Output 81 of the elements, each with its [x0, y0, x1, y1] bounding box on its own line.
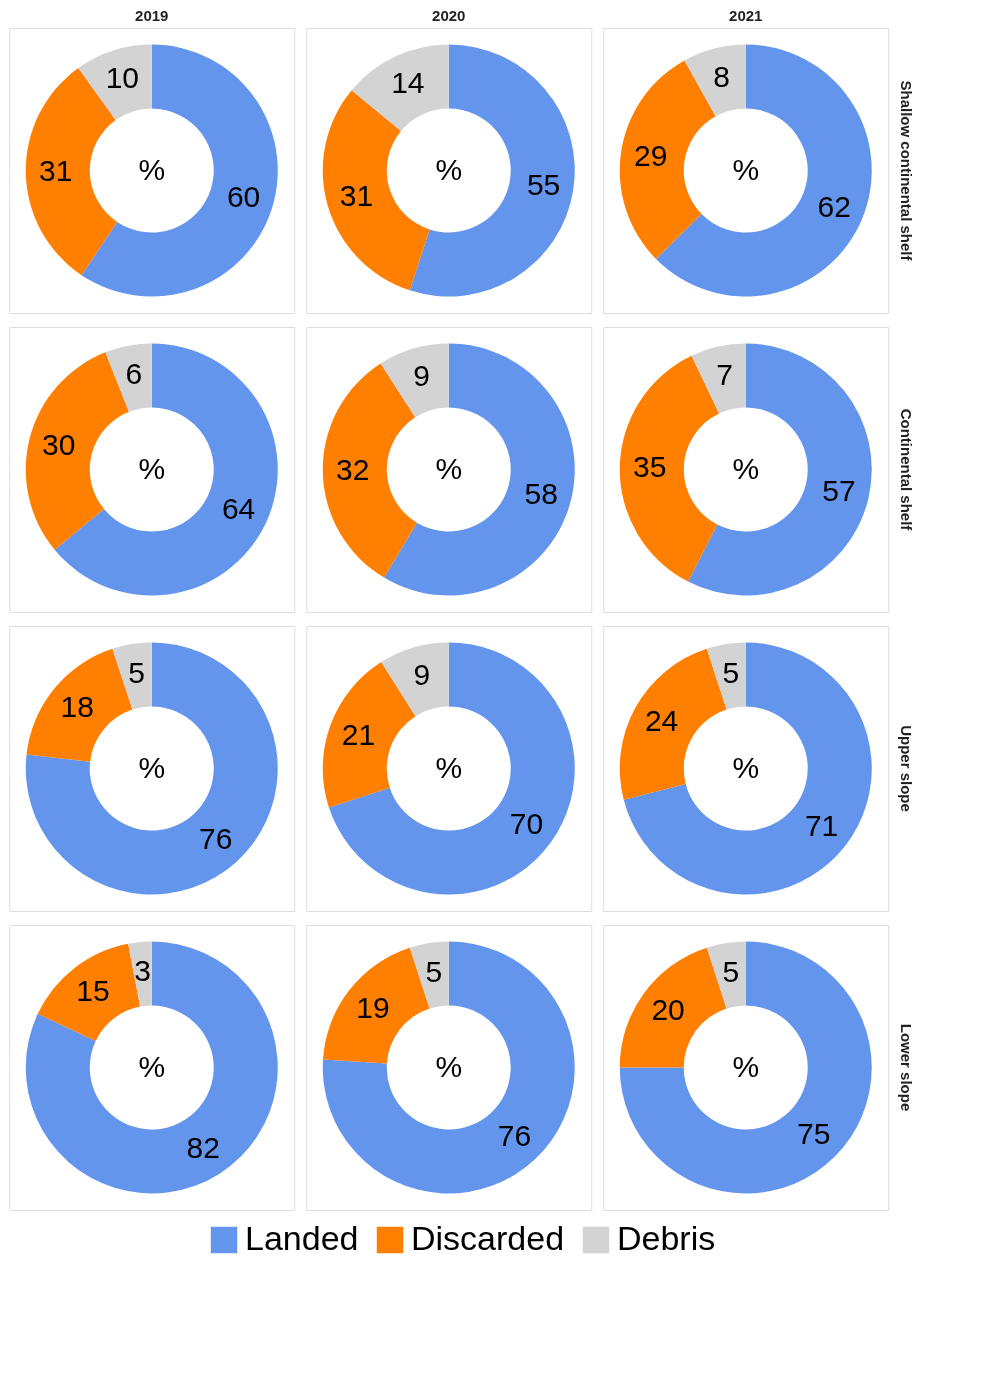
data-label: 5 [722, 655, 740, 689]
data-label: 35 [633, 449, 667, 483]
text: Shallow continental shelf [898, 80, 916, 262]
data-label: 31 [339, 179, 374, 213]
data-label: 6 [125, 357, 143, 391]
data-label: 55 [526, 167, 561, 201]
donut-slice [623, 642, 872, 895]
text: % [138, 451, 166, 485]
chart-title: 2021 [729, 7, 763, 24]
data-label: 29 [634, 138, 668, 172]
data-label: 76 [199, 822, 233, 856]
donut-slice [706, 642, 746, 710]
donut-slice [688, 343, 872, 596]
text: % [435, 1049, 463, 1083]
data-label: 76 [497, 1119, 532, 1153]
donut-slice [328, 642, 575, 895]
text: Upper slope [898, 725, 916, 812]
data-label: 9 [413, 658, 431, 692]
data-label: 64 [221, 492, 256, 526]
donut-slice [81, 44, 278, 297]
data-label: 20 [651, 993, 685, 1027]
donut-slice [105, 343, 152, 412]
text: % [435, 152, 463, 186]
data-label: 30 [42, 427, 76, 461]
donut-slice [25, 642, 278, 895]
donut-slice [684, 44, 746, 117]
data-label: 31 [39, 153, 73, 187]
data-label: 10 [105, 61, 140, 95]
donut-slice [384, 343, 575, 596]
donut-slice [25, 941, 278, 1194]
data-label: 24 [644, 704, 679, 738]
data-label: 71 [804, 809, 839, 843]
data-label: 5 [722, 954, 740, 988]
legend-label: Discarded [411, 1219, 565, 1257]
data-label: 62 [817, 189, 851, 223]
donut-slice [78, 44, 152, 121]
data-label: 7 [716, 357, 733, 391]
donut-slice [351, 44, 449, 131]
data-label: 60 [226, 180, 261, 214]
donut-slice [691, 343, 746, 414]
legend-label: Debris [617, 1219, 716, 1257]
data-label: 5 [425, 954, 443, 988]
data-label: 32 [336, 453, 370, 487]
donut-slice [380, 343, 449, 418]
data-label: 3 [134, 953, 152, 987]
data-label: 14 [391, 65, 425, 99]
text: % [732, 1049, 760, 1083]
data-label: 19 [356, 990, 390, 1024]
data-label: 5 [128, 655, 145, 689]
data-label: 70 [509, 806, 544, 840]
donut-slice [381, 642, 449, 717]
text: % [138, 152, 166, 186]
data-label: 18 [60, 689, 94, 723]
data-label: 75 [796, 1117, 831, 1151]
text: % [435, 750, 463, 784]
donut-slice [619, 941, 872, 1194]
data-label: 58 [524, 477, 558, 511]
text: % [732, 152, 760, 186]
data-label: 9 [413, 359, 431, 393]
text: % [435, 451, 463, 485]
donut-slice [112, 642, 152, 710]
donut-slice [409, 941, 449, 1009]
chart-title: 2019 [135, 7, 169, 24]
donut-slice [619, 60, 716, 259]
donut-slice [322, 662, 416, 808]
text: % [732, 750, 760, 784]
data-label: 8 [713, 59, 730, 93]
text: % [732, 451, 760, 485]
text: Continental shelf [898, 408, 916, 532]
donut-slice [706, 941, 746, 1009]
data-label: 21 [341, 717, 376, 751]
text: % [138, 750, 166, 784]
legend-label: Landed [245, 1219, 359, 1257]
chart-title: 2020 [432, 7, 466, 24]
data-label: 82 [186, 1130, 220, 1164]
text: % [138, 1049, 166, 1083]
text: Lower slope [898, 1023, 916, 1112]
data-label: 57 [822, 474, 856, 508]
donut-slice [323, 941, 575, 1194]
donut-slice [26, 352, 129, 550]
data-label: 15 [76, 973, 110, 1007]
